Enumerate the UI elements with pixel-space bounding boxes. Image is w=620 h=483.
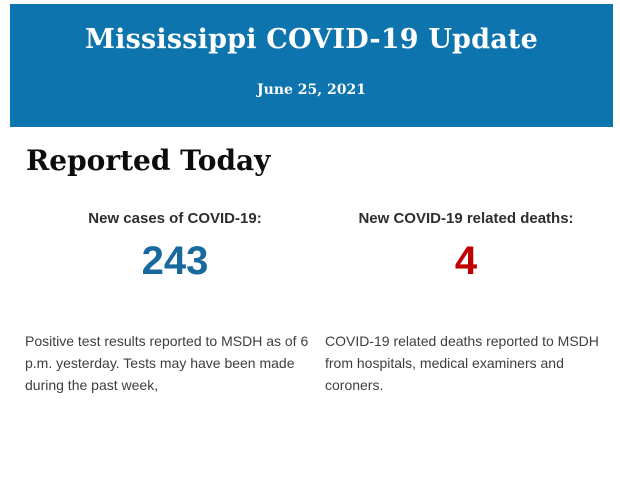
new-cases-value: 243	[141, 239, 209, 283]
stat-new-cases: New cases of COVID-19: 243 Positive test…	[25, 210, 325, 396]
report-date: June 25, 2021	[257, 82, 366, 98]
page-title: Mississippi COVID-19 Update	[85, 24, 538, 55]
new-deaths-label: New COVID-19 related deaths:	[358, 210, 574, 227]
main-content: Reported Today New cases of COVID-19: 24…	[0, 127, 620, 396]
new-cases-label: New cases of COVID-19:	[88, 210, 262, 227]
new-cases-description: Positive test results reported to MSDH a…	[25, 333, 309, 393]
new-deaths-description: COVID-19 related deaths reported to MSDH…	[325, 333, 599, 393]
header-banner: Mississippi COVID-19 Update June 25, 202…	[10, 4, 613, 127]
section-title: Reported Today	[26, 144, 271, 177]
stats-row: New cases of COVID-19: 243 Positive test…	[25, 210, 620, 396]
stat-new-deaths: New COVID-19 related deaths: 4 COVID-19 …	[325, 210, 607, 396]
new-deaths-value: 4	[454, 239, 478, 283]
